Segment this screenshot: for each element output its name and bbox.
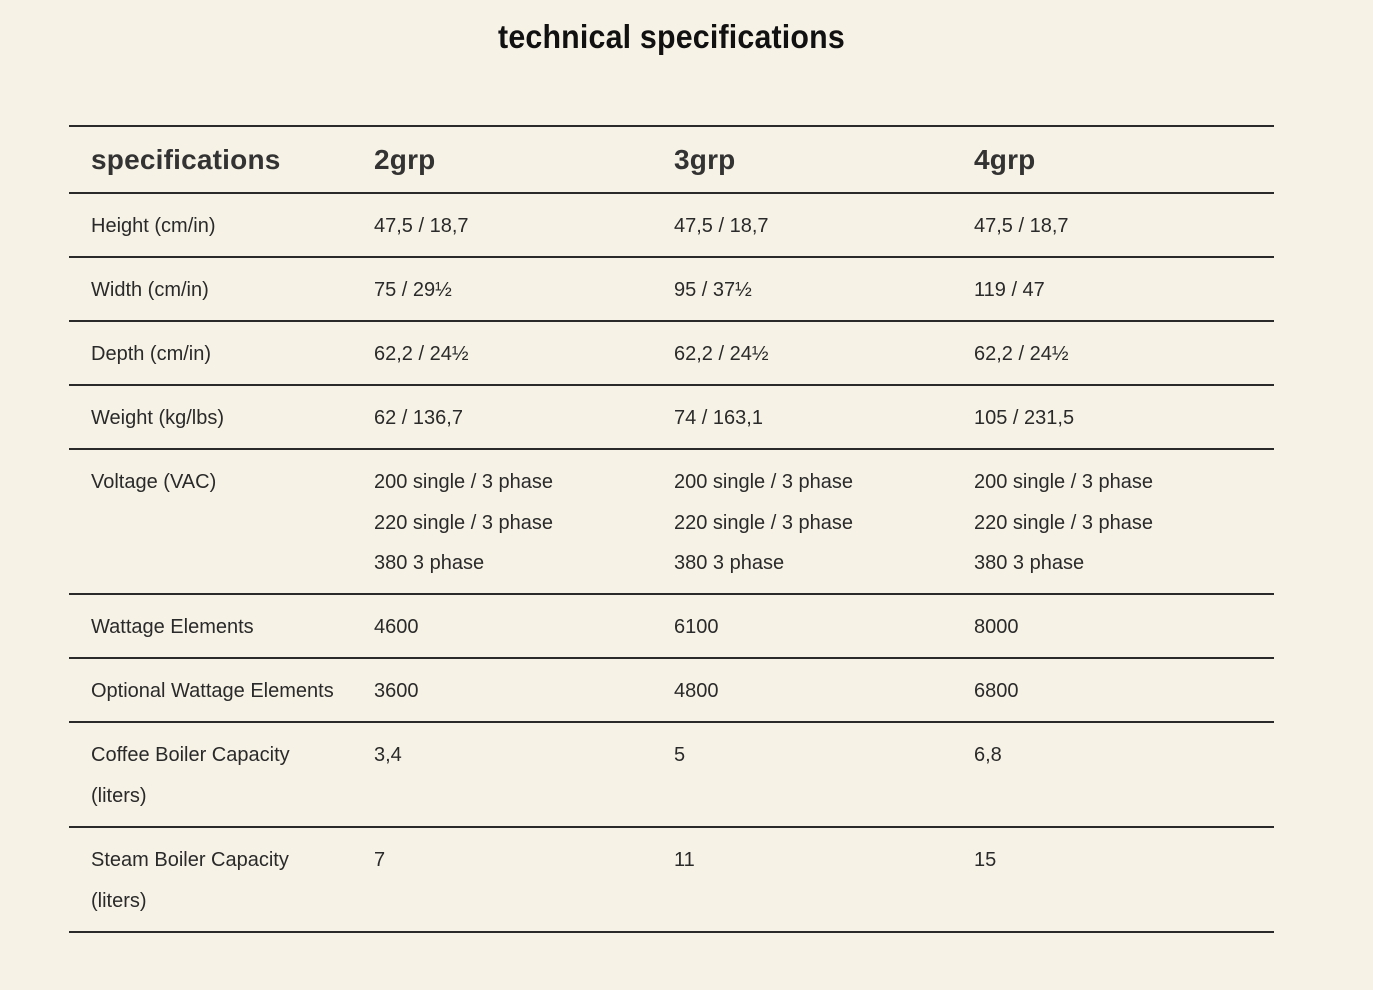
value-line: 380 3 phase [674,552,785,574]
value-line: 220 single / 3 phase [674,511,854,534]
header-cell-3grp: 3grp [674,143,736,175]
value-2grp: 3,4 [374,735,674,826]
table-row-depth: Depth (cm/in) 62,2 / 24½ 62,2 / 24½ 62,2… [69,322,1274,386]
value-3grp: 62,2 / 24½ [674,334,974,384]
value-line: 62,2 / 24½ [974,343,1069,365]
value-2grp: 47,5 / 18,7 [374,206,674,256]
value-line: 6800 [974,680,1019,702]
table-row-steam-boiler-capacity: Steam Boiler Capacity (liters) 7 11 15 [69,828,1274,933]
value-3grp: 74 / 163,1 [674,398,974,448]
label-line: Height (cm/in) [91,215,216,237]
value-line: 380 3 phase [974,552,1085,574]
table-header-row: specifications 2grp 3grp 4grp [69,127,1274,194]
value-line: 47,5 / 18,7 [374,215,469,237]
label-line: Depth (cm/in) [91,343,212,365]
value-line: 62,2 / 24½ [674,343,769,365]
value-4grp: 47,5 / 18,7 [974,206,1274,256]
label-line: Wattage Elements [91,616,254,638]
value-2grp: 62 / 136,7 [374,398,674,448]
header-cell-specifications: specifications [91,143,281,175]
value-line: 200 single / 3 phase [674,471,854,493]
value-3grp: 5 [674,735,974,826]
page-title: technical specifications [498,18,845,55]
header-cell-2grp: 2grp [374,143,436,175]
row-label: Steam Boiler Capacity (liters) [69,840,374,931]
value-line: 47,5 / 18,7 [974,215,1069,237]
value-4grp: 119 / 47 [974,270,1274,320]
value-line: 62 / 136,7 [374,407,463,429]
value-3grp: 4800 [674,671,974,721]
value-4grp: 105 / 231,5 [974,398,1274,448]
value-2grp: 62,2 / 24½ [374,334,674,384]
value-line: 95 / 37½ [674,279,752,301]
value-2grp: 3600 [374,671,674,721]
value-4grp: 8000 [974,607,1274,657]
label-line: Weight (kg/lbs) [91,407,225,429]
specifications-table: specifications 2grp 3grp 4grp Height (cm… [69,125,1274,933]
row-label: Weight (kg/lbs) [69,398,374,448]
value-3grp: 47,5 / 18,7 [674,206,974,256]
value-line: 15 [974,849,997,871]
value-line: 380 3 phase [374,552,485,574]
value-line: 47,5 / 18,7 [674,215,769,237]
value-2grp: 75 / 29½ [374,270,674,320]
table-row-coffee-boiler-capacity: Coffee Boiler Capacity (liters) 3,4 5 6,… [69,723,1274,828]
row-label: Width (cm/in) [69,270,374,320]
value-line: 6100 [674,616,719,638]
label-line: Voltage (VAC) [91,471,217,493]
value-line: 8000 [974,616,1019,638]
table-row-wattage-elements: Wattage Elements 4600 6100 8000 [69,595,1274,659]
value-line: 6,8 [974,744,1002,766]
value-line: 4800 [674,680,719,702]
row-label: Optional Wattage Elements [69,671,374,721]
value-line: 200 single / 3 phase [374,471,554,493]
value-3grp: 11 [674,840,974,931]
value-4grp: 200 single / 3 phase 220 single / 3 phas… [974,462,1274,593]
value-line: 119 / 47 [974,279,1045,301]
label-line: Optional Wattage Elements [91,680,334,702]
row-label: Depth (cm/in) [69,334,374,384]
value-line: 75 / 29½ [374,279,452,301]
value-line: 220 single / 3 phase [374,511,554,534]
row-label: Voltage (VAC) [69,462,374,593]
value-line: 62,2 / 24½ [374,343,469,365]
table-row-weight: Weight (kg/lbs) 62 / 136,7 74 / 163,1 10… [69,386,1274,450]
table-row-width: Width (cm/in) 75 / 29½ 95 / 37½ 119 / 47 [69,258,1274,322]
table-row-optional-wattage-elements: Optional Wattage Elements 3600 4800 6800 [69,659,1274,723]
label-line: (liters) [91,889,147,912]
label-line: (liters) [91,784,147,807]
value-line: 4600 [374,616,419,638]
header-cell-4grp: 4grp [974,143,1036,175]
value-2grp: 200 single / 3 phase 220 single / 3 phas… [374,462,674,593]
value-4grp: 6800 [974,671,1274,721]
table-row-height: Height (cm/in) 47,5 / 18,7 47,5 / 18,7 4… [69,194,1274,258]
value-line: 3600 [374,680,419,702]
value-4grp: 15 [974,840,1274,931]
value-line: 74 / 163,1 [674,407,763,429]
value-3grp: 95 / 37½ [674,270,974,320]
value-line: 3,4 [374,744,402,766]
row-label: Height (cm/in) [69,206,374,256]
label-line: Steam Boiler Capacity [91,849,289,871]
value-line: 7 [374,849,386,871]
row-label: Wattage Elements [69,607,374,657]
value-2grp: 4600 [374,607,674,657]
value-2grp: 7 [374,840,674,931]
table-row-voltage: Voltage (VAC) 200 single / 3 phase 220 s… [69,450,1274,595]
label-line: Coffee Boiler Capacity [91,744,290,766]
value-line: 11 [674,849,695,871]
row-label: Coffee Boiler Capacity (liters) [69,735,374,826]
value-line: 105 / 231,5 [974,407,1075,429]
label-line: Width (cm/in) [91,279,209,301]
value-line: 5 [674,744,686,766]
value-line: 220 single / 3 phase [974,511,1154,534]
value-4grp: 62,2 / 24½ [974,334,1274,384]
value-line: 200 single / 3 phase [974,471,1154,493]
value-3grp: 6100 [674,607,974,657]
value-4grp: 6,8 [974,735,1274,826]
value-3grp: 200 single / 3 phase 220 single / 3 phas… [674,462,974,593]
